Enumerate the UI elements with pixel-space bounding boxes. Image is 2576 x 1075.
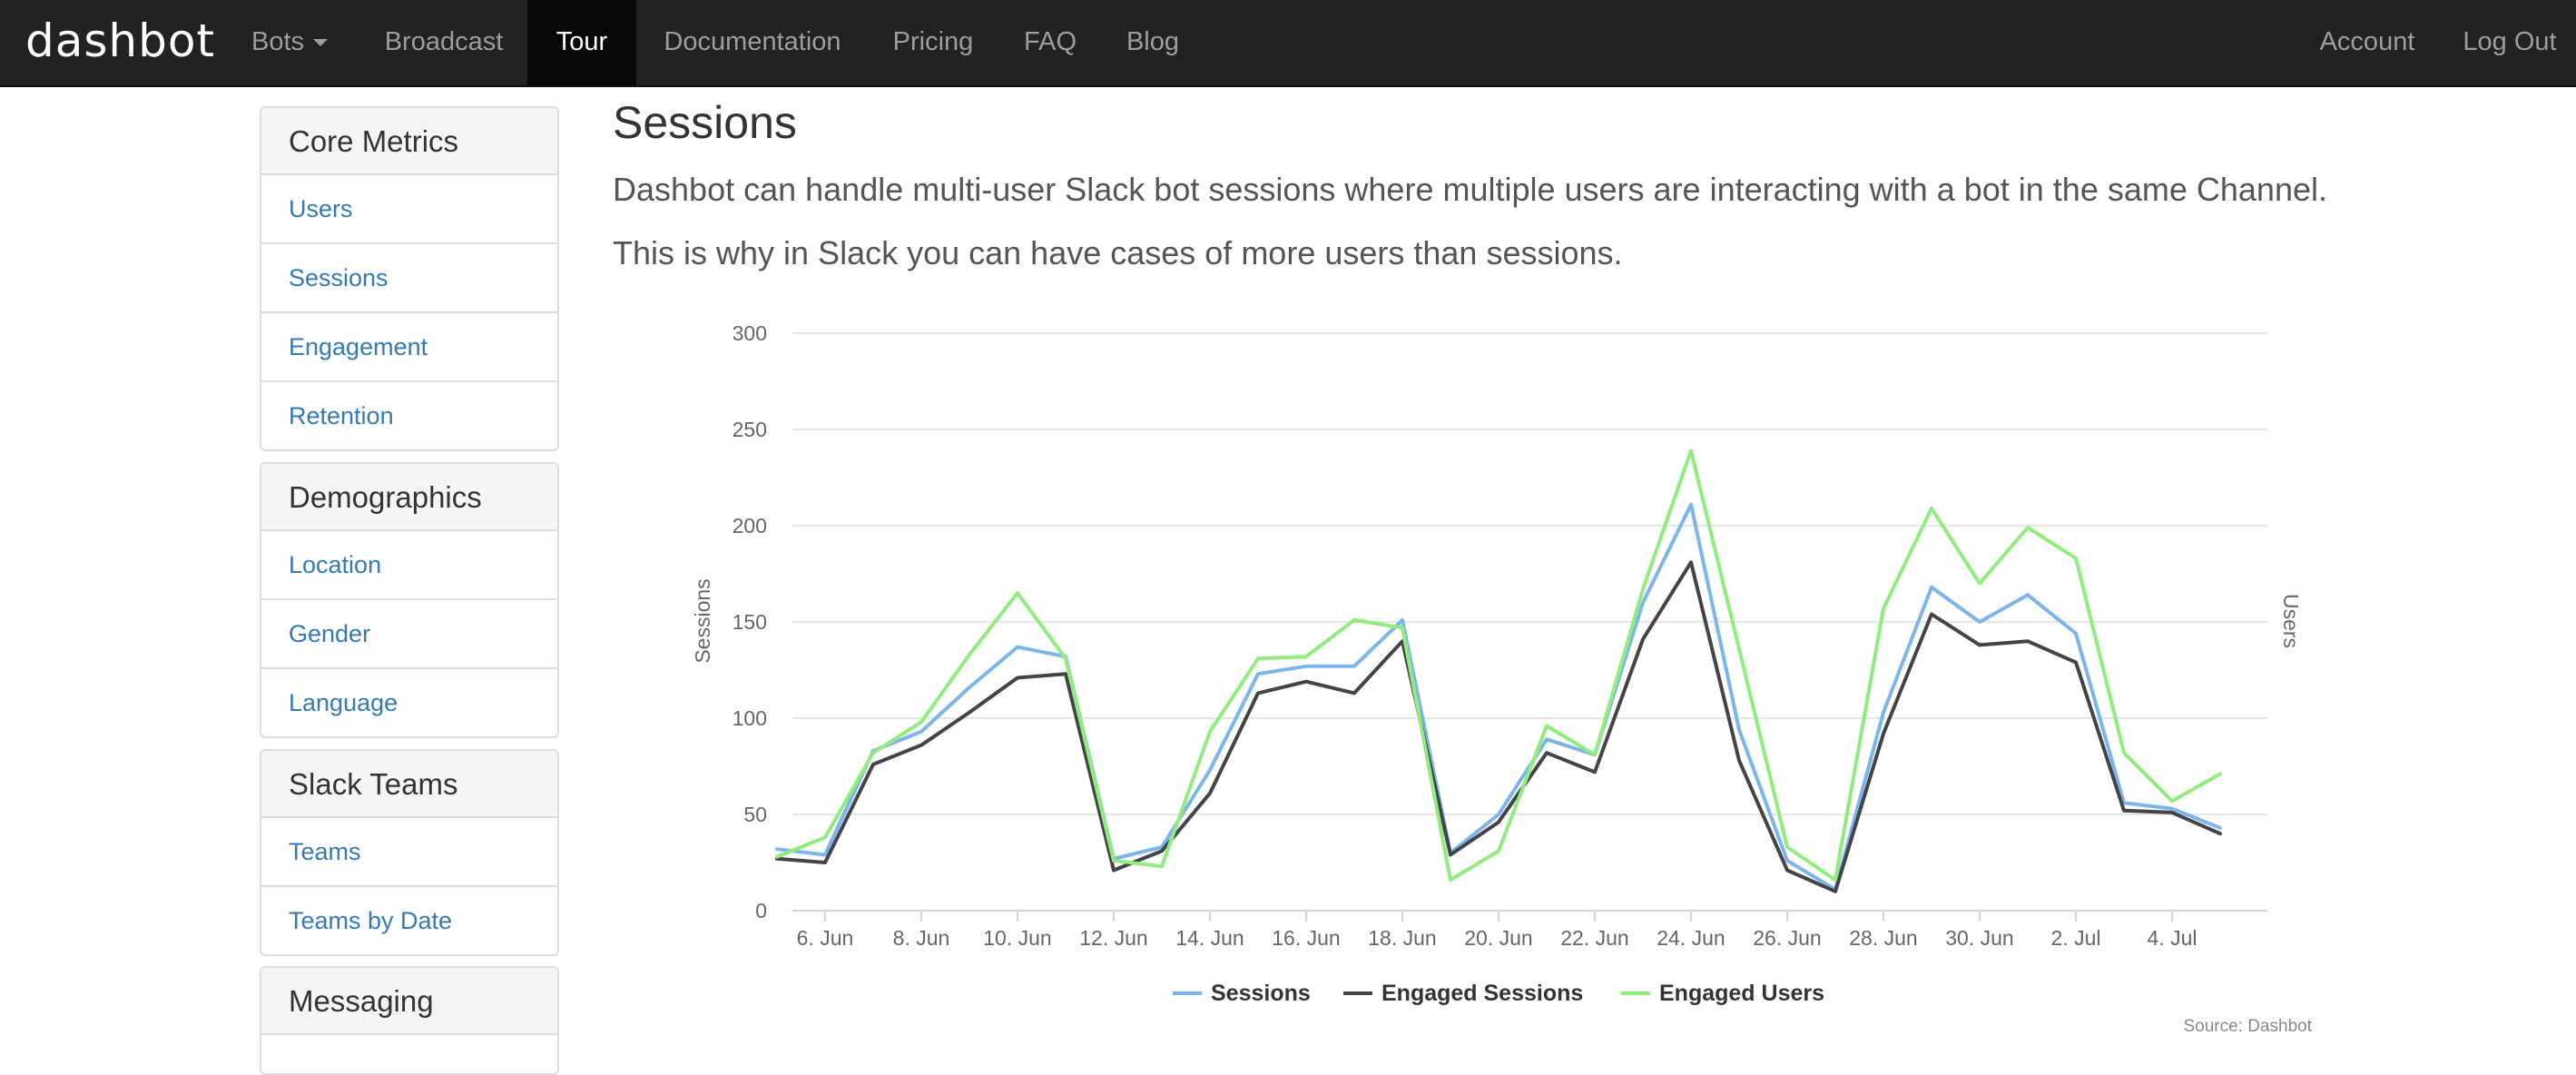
y-axis-title-right: Users <box>2279 594 2303 648</box>
x-tick-label: 12. Jun <box>1079 926 1147 950</box>
nav-documentation[interactable]: Documentation <box>664 27 841 56</box>
x-tick-label: 24. Jun <box>1657 926 1725 950</box>
sidebar-item-language[interactable]: Language <box>289 689 398 716</box>
sidebar-panel-core-metrics: Core Metrics Users Sessions Engagement R… <box>260 106 559 451</box>
nav-pricing[interactable]: Pricing <box>892 27 974 56</box>
brand-logo[interactable]: dashbot <box>25 15 216 67</box>
x-tick-label: 16. Jun <box>1272 926 1340 950</box>
nav-faq[interactable]: FAQ <box>1023 27 1077 56</box>
y-tick-label: 300 <box>732 321 767 345</box>
series-line-sessions <box>775 502 2222 892</box>
x-tick-label: 6. Jun <box>797 926 854 950</box>
series-line-engaged-sessions <box>775 560 2222 893</box>
x-tick-label: 28. Jun <box>1849 926 1917 950</box>
panel-heading: Core Metrics <box>261 108 557 175</box>
x-tick-label: 8. Jun <box>893 926 950 950</box>
sidebar-item-gender[interactable]: Gender <box>261 600 557 669</box>
x-tick-label: 26. Jun <box>1753 926 1821 950</box>
y-tick-label: 200 <box>732 514 767 538</box>
nav-logout[interactable]: Log Out <box>2463 27 2557 56</box>
lead-text-1: Dashbot can handle multi-user Slack bot … <box>613 171 2327 208</box>
chart-grid <box>792 332 2267 922</box>
sidebar-item-location[interactable]: Location <box>261 531 557 600</box>
sidebar-panel-demographics: Demographics Location Gender Language <box>260 462 559 738</box>
nav-tour[interactable]: Tour <box>527 0 636 85</box>
legend-item[interactable]: Sessions <box>1211 981 1311 1006</box>
nav-blog[interactable]: Blog <box>1126 27 1180 56</box>
sidebar-item-sessions[interactable]: Sessions <box>261 244 557 313</box>
x-axis-labels: 6. Jun 8. Jun 10. Jun 12. Jun 14. Jun 16. Jun… <box>797 926 2197 950</box>
nav-broadcast[interactable]: Broadcast <box>384 27 504 56</box>
nav-account[interactable]: Account <box>2319 27 2415 56</box>
top-navbar: dashbot Bots Broadcast Tour Documentatio… <box>0 0 2576 87</box>
sidebar-item-engagement[interactable]: Engagement <box>261 313 557 382</box>
x-tick-label: 18. Jun <box>1368 926 1436 950</box>
sidebar-item-users[interactable]: Users <box>261 175 557 244</box>
x-tick-label: 14. Jun <box>1175 926 1244 950</box>
chart-series <box>775 449 2222 893</box>
sidebar-item-teams-by-date[interactable]: Teams by Date <box>289 907 453 934</box>
x-tick-label: 20. Jun <box>1464 926 1532 950</box>
page-title: Sessions <box>613 97 797 148</box>
y-tick-label: 0 <box>755 899 767 922</box>
x-tick-label: 30. Jun <box>1945 926 2013 950</box>
chart-legend: Sessions Engaged Sessions Engaged Users <box>1173 981 1824 1006</box>
nav-bots-dropdown[interactable]: Bots <box>231 0 349 85</box>
y-axis-title: Sessions <box>691 578 714 663</box>
y-tick-label: 100 <box>732 706 767 730</box>
x-tick-label: 4. Jul <box>2148 926 2197 950</box>
y-tick-label: 50 <box>743 803 767 826</box>
panel-heading: Messaging <box>261 968 557 1035</box>
sidebar-item-teams[interactable]: Teams <box>261 818 557 887</box>
chevron-down-icon <box>313 39 329 47</box>
chart-source[interactable]: Source: Dashbot <box>2183 1017 2312 1036</box>
sidebar-panel-messaging: Messaging <box>260 966 559 1075</box>
y-tick-label: 250 <box>732 418 767 441</box>
x-tick-label: 22. Jun <box>1560 926 1628 950</box>
lead-text-2: This is why in Slack you can have cases … <box>613 234 1623 271</box>
sidebar-item-retention[interactable]: Retention <box>289 402 394 429</box>
panel-heading: Demographics <box>261 464 557 531</box>
y-tick-label: 150 <box>732 610 767 634</box>
y-axis-labels: 0 50 100 150 200 250 300 <box>732 321 767 922</box>
legend-item[interactable]: Engaged Sessions <box>1381 981 1583 1006</box>
x-tick-label: 2. Jul <box>2051 926 2101 950</box>
nav-bots-label: Bots <box>251 27 305 56</box>
x-tick-label: 10. Jun <box>983 926 1051 950</box>
series-line-engaged-users <box>775 449 2222 883</box>
panel-heading: Slack Teams <box>261 751 557 818</box>
sidebar-panel-slack-teams: Slack Teams Teams Teams by Date <box>260 749 559 956</box>
legend-item[interactable]: Engaged Users <box>1659 981 1824 1006</box>
